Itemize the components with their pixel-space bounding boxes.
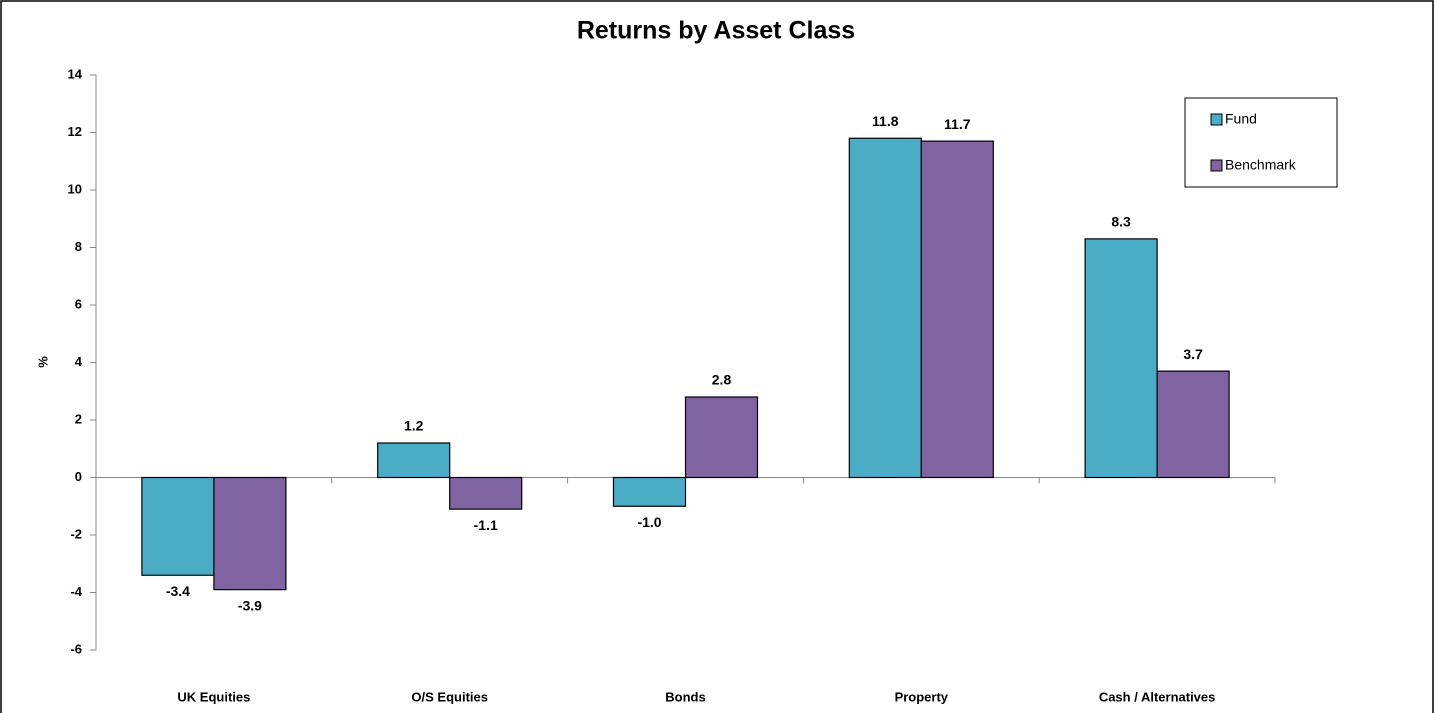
bar [612,476,687,507]
value-label: 3.7 [1183,346,1203,362]
bar [213,476,287,591]
value-label: 2.8 [712,372,732,388]
bar [684,396,759,479]
bar [1156,370,1230,479]
value-label: 11.8 [872,113,899,129]
x-tick-label: UK Equities [177,689,250,704]
y-tick-label: 0 [75,469,82,484]
value-label: -1.0 [637,514,661,530]
bar [141,476,215,576]
x-tick-label: Bonds [665,689,705,704]
bar [449,476,523,510]
chart-title: Returns by Asset Class [577,17,855,45]
bar [920,140,994,479]
legend-box [1184,97,1338,188]
value-label: 1.2 [404,418,424,434]
y-axis-label: % [35,356,50,368]
y-tick-label: 8 [75,239,82,254]
y-tick-label: 12 [68,124,82,139]
legend-swatch [1210,113,1223,126]
y-tick-label: 4 [75,354,83,369]
x-tick-label: Property [895,689,949,704]
y-tick-label: 10 [68,181,82,196]
bar [377,442,451,479]
y-tick-label: 14 [68,66,83,81]
value-label: -1.1 [474,517,498,533]
x-tick-label: Cash / Alternatives [1099,689,1216,704]
legend-label: Benchmark [1225,157,1297,173]
y-tick-label: -4 [70,584,82,599]
y-tick-label: 6 [75,296,82,311]
y-tick-label: -2 [70,526,82,541]
legend-swatch [1210,159,1223,172]
y-tick-label: -6 [70,641,82,656]
legend-label: Fund [1225,111,1257,127]
bar [848,137,922,479]
y-tick-label: 2 [75,411,82,426]
value-label: -3.9 [238,597,262,613]
bar [1084,238,1158,479]
value-label: 8.3 [1111,214,1131,230]
x-tick-label: O/S Equities [411,689,488,704]
value-label: 11.7 [944,116,971,132]
value-label: -3.4 [166,583,190,599]
